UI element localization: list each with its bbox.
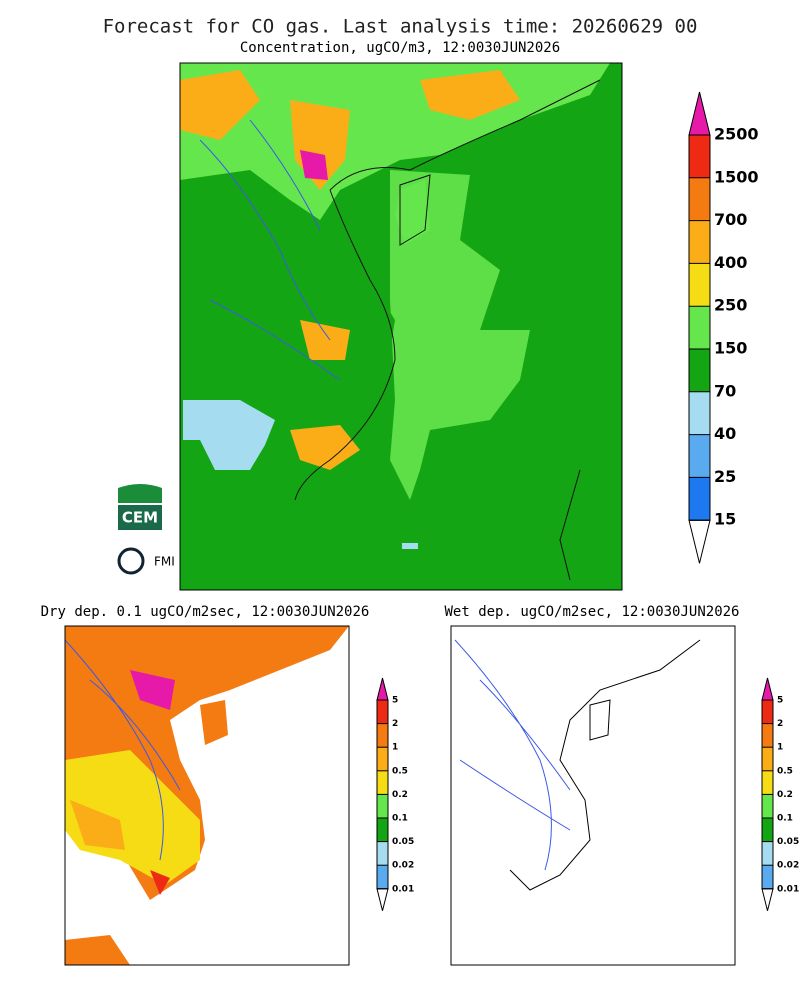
colorbar-label: 0.2	[392, 790, 408, 800]
colorbar-segment	[377, 794, 388, 818]
colorbar-label: 70	[714, 381, 736, 400]
fmi-text: FMI	[154, 555, 175, 569]
colorbar-label: 0.02	[777, 861, 799, 871]
colorbar-segment	[689, 349, 710, 392]
colorbar-segment	[689, 263, 710, 307]
colorbar-top	[688, 91, 711, 136]
wet-dep-map	[450, 625, 736, 966]
colorbar-label: 0.5	[392, 766, 408, 776]
title: Forecast for CO gas. Last analysis time:…	[103, 16, 698, 38]
colorbar-label: 1500	[714, 167, 759, 186]
colorbar-segment	[377, 841, 388, 866]
main-map	[179, 62, 623, 591]
colorbar-label: 0.01	[777, 884, 799, 894]
colorbar-segment	[377, 747, 388, 771]
subtitle: Concentration, ugCO/m3, 12:0030JUN2026	[240, 40, 560, 56]
colorbar-label: 5	[392, 696, 398, 706]
colorbar-segment	[762, 770, 773, 795]
colorbar-label: 0.5	[777, 766, 793, 776]
colorbar-segment	[689, 177, 710, 221]
colorbar-label: 0.1	[392, 814, 408, 824]
colorbar-segment	[689, 434, 710, 478]
colorbar-segment	[689, 135, 710, 178]
colorbar-segment	[689, 220, 710, 264]
colorbar-segment	[762, 794, 773, 818]
colorbar-label: 250	[714, 296, 747, 315]
colorbar-bottom	[761, 888, 774, 911]
subtitle: Dry dep. 0.1 ugCO/m2sec, 12:0030JUN2026	[41, 604, 370, 620]
colorbar-label: 150	[714, 339, 747, 358]
colorbar-label: 0.1	[777, 814, 793, 824]
colorbar-segment	[377, 865, 388, 889]
colorbar-label: 2	[777, 719, 783, 729]
colorbar-label: 25	[714, 467, 736, 486]
colorbar-segment	[377, 818, 388, 842]
colorbar-label: 400	[714, 253, 747, 272]
colorbar-label: 0.02	[392, 861, 414, 871]
colorbar-segment	[689, 477, 710, 521]
colorbar-top	[761, 677, 774, 701]
colorbar-segment	[377, 700, 388, 724]
colorbar-segment	[377, 723, 388, 748]
colorbar-segment	[762, 865, 773, 889]
colorbar-label: 0.01	[392, 884, 414, 894]
colorbar-label: 15	[714, 510, 736, 529]
colorbar-segment	[762, 723, 773, 748]
colorbar-label: 0.05	[392, 837, 414, 847]
fmi-logo: FMI	[117, 547, 175, 575]
colorbar-segment	[762, 818, 773, 842]
colorbar-segment	[762, 747, 773, 771]
colorbar-label: 5	[777, 696, 783, 706]
colorbar-label: 1	[777, 743, 783, 753]
colorbar-segment	[689, 306, 710, 349]
colorbar-label: 700	[714, 210, 747, 229]
colorbar-label: 2500	[714, 125, 759, 144]
cem-text: CEM	[122, 509, 158, 527]
colorbar-label: 40	[714, 424, 736, 443]
cem-logo: CEM	[118, 484, 162, 530]
subtitle: Wet dep. ugCO/m2sec, 12:0030JUN2026	[444, 604, 739, 620]
colorbar-label: 0.05	[777, 837, 799, 847]
colorbar-segment	[762, 700, 773, 724]
colorbar-bottom	[688, 519, 711, 564]
dry-dep-map	[64, 625, 350, 966]
colorbar-segment	[377, 770, 388, 795]
colorbar-top	[376, 677, 389, 701]
colorbar-segment	[689, 391, 710, 435]
colorbar-label: 2	[392, 719, 398, 729]
colorbar-segment	[762, 841, 773, 866]
colorbar-label: 1	[392, 743, 398, 753]
colorbar-label: 0.2	[777, 790, 793, 800]
colorbar-bottom	[376, 888, 389, 911]
